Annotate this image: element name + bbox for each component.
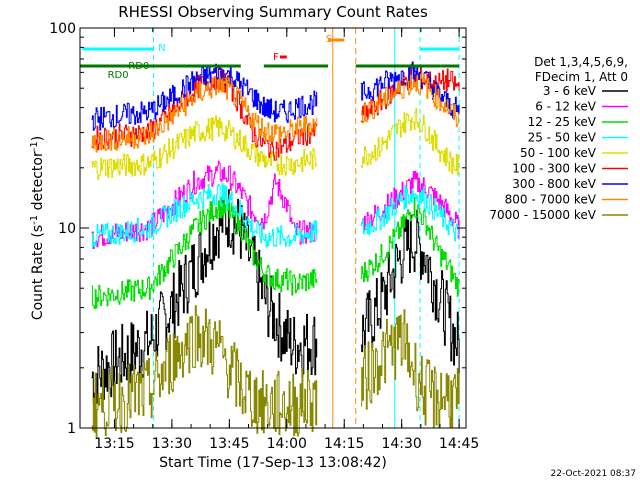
y-tick-label: 10 bbox=[58, 221, 76, 237]
legend-header-line: Det 1,3,4,5,6,9, bbox=[534, 55, 628, 69]
legend-entry-label: 7000 - 15000 keV bbox=[489, 208, 596, 222]
x-tick-label: 13:15 bbox=[94, 436, 134, 452]
series-50to100keV-group bbox=[91, 108, 460, 180]
x-axis-label: Start Time (17-Sep-13 13:08:42) bbox=[159, 455, 387, 471]
footer-date: 22-Oct-2021 08:37 bbox=[551, 469, 636, 479]
series-25to50keV-group bbox=[91, 182, 460, 249]
legend-entry-label: 3 - 6 keV bbox=[543, 84, 597, 98]
flag-label: RD0 bbox=[108, 70, 129, 81]
x-tick-label: 14:15 bbox=[324, 436, 364, 452]
series-line bbox=[360, 184, 460, 242]
y-tick-label: 1 bbox=[67, 421, 76, 437]
legend-entry-label: 50 - 100 keV bbox=[520, 146, 597, 160]
y-axis-label: Count Rate (s-1 detector-1) bbox=[29, 136, 46, 320]
series-line bbox=[91, 75, 318, 153]
legend-header-line: FDecim 1, Att 0 bbox=[535, 70, 628, 84]
series-line bbox=[91, 63, 318, 131]
legend-entry-label: 300 - 800 keV bbox=[512, 177, 596, 191]
flag-label: N bbox=[158, 43, 165, 54]
legend-entry-label: 25 - 50 keV bbox=[528, 131, 597, 145]
series-line bbox=[360, 73, 460, 128]
legend-entry-label: 800 - 7000 keV bbox=[505, 193, 597, 207]
series-12to25keV-group bbox=[91, 196, 460, 310]
legend: Det 1,3,4,5,6,9,FDecim 1, Att 03 - 6 keV… bbox=[489, 55, 628, 222]
series-800to7000keV-group bbox=[91, 73, 460, 153]
x-tick-label: 13:45 bbox=[209, 436, 249, 452]
series-line bbox=[91, 305, 318, 439]
series-line bbox=[360, 309, 460, 429]
legend-entry-label: 6 - 12 keV bbox=[535, 100, 597, 114]
x-tick-label: 13:30 bbox=[152, 436, 192, 452]
series-line bbox=[360, 196, 460, 297]
series-line bbox=[360, 209, 460, 374]
legend-entry-label: 12 - 25 keV bbox=[528, 115, 597, 129]
x-tick-label: 14:00 bbox=[267, 436, 307, 452]
series-line bbox=[360, 108, 460, 176]
series-7000to15000keV-group bbox=[91, 305, 460, 439]
series-line bbox=[91, 196, 318, 310]
y-tick-label: 100 bbox=[49, 21, 76, 37]
series-line bbox=[91, 182, 318, 249]
x-tick-label: 14:30 bbox=[381, 436, 421, 452]
chart-title: RHESSI Observing Summary Count Rates bbox=[118, 3, 428, 21]
x-tick-label: 14:45 bbox=[439, 436, 479, 452]
series-line bbox=[91, 115, 318, 180]
flag-label: F bbox=[273, 52, 279, 63]
flag-label: RD0 bbox=[128, 61, 149, 72]
flag-label: S bbox=[326, 34, 332, 45]
legend-entry-label: 100 - 300 keV bbox=[512, 162, 596, 176]
